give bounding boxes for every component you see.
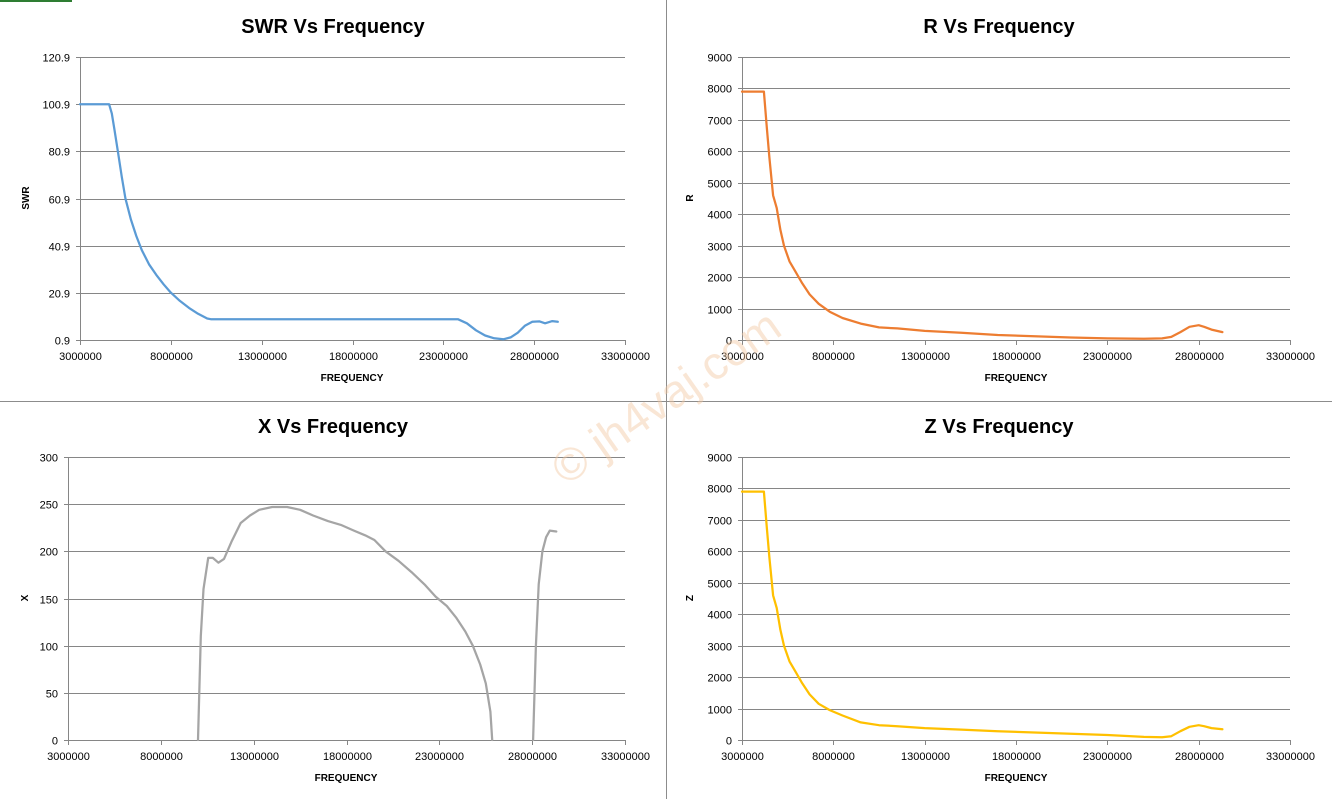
y-tick-label-x: 250: [40, 500, 58, 512]
y-tick-label-z: 9000: [708, 453, 732, 465]
corner-tab-marker: [0, 0, 72, 2]
y-tick-label-swr: 120.9: [42, 53, 70, 65]
y-tick-label-x: 100: [40, 642, 58, 654]
x-tick-label-x: 13000000: [230, 751, 279, 763]
x-tick-label-swr: 28000000: [510, 351, 559, 363]
y-tick-label-swr: 80.9: [49, 147, 70, 159]
y-tick-label-r: 7000: [708, 116, 732, 128]
y-tick-label-r: 8000: [708, 84, 732, 96]
x-axis-title-swr: FREQUENCY: [321, 373, 384, 384]
chart-z: 0 1000 2000 3000 4000 5000 6000 7000 8000 9000 300…: [685, 416, 1315, 784]
x-tick-label-x: 8000000: [140, 751, 183, 763]
y-tick-label-z: 0: [726, 736, 732, 748]
x-tick-label-r: 28000000: [1175, 351, 1224, 363]
y-tick-label-x: 300: [40, 453, 58, 465]
x-tick-label-z: 33000000: [1266, 751, 1315, 763]
x-tick-label-swr: 3000000: [59, 351, 102, 363]
y-tick-label-z: 5000: [708, 579, 732, 591]
x-tick-label-z: 28000000: [1175, 751, 1224, 763]
x-tick-label-r: 3000000: [721, 351, 764, 363]
y-tick-label-x: 150: [40, 595, 58, 607]
y-tick-label-r: 2000: [708, 273, 732, 285]
y-tick-label-r: 9000: [708, 53, 732, 65]
y-tick-label-swr: 0.9: [55, 336, 70, 348]
x-axis-title-x: FREQUENCY: [315, 773, 378, 784]
x-tick-label-swr: 33000000: [601, 351, 650, 363]
chart-title-z: Z Vs Frequency: [925, 416, 1075, 438]
y-tick-label-r: 1000: [708, 305, 732, 317]
y-tick-label-z: 1000: [708, 705, 732, 717]
chart-swr: 0.9 20.9 40.9 60.9 80.9 100.9 120.9 3000000 8000…: [21, 16, 650, 384]
x-tick-label-swr: 18000000: [329, 351, 378, 363]
x-tick-label-swr: 23000000: [419, 351, 468, 363]
x-tick-label-z: 18000000: [992, 751, 1041, 763]
x-tick-label-swr: 13000000: [238, 351, 287, 363]
x-tick-label-x: 28000000: [508, 751, 557, 763]
x-axis-title-r: FREQUENCY: [985, 373, 1048, 384]
x-tick-label-r: 8000000: [812, 351, 855, 363]
x-tick-label-z: 8000000: [812, 751, 855, 763]
chart-title-r: R Vs Frequency: [923, 16, 1075, 38]
x-tick-label-z: 13000000: [901, 751, 950, 763]
y-tick-label-swr: 40.9: [49, 242, 70, 254]
chart-title-swr: SWR Vs Frequency: [241, 16, 425, 38]
series-line-x-0: [196, 505, 494, 742]
x-tick-label-x: 18000000: [323, 751, 372, 763]
x-tick-label-x: 33000000: [601, 751, 650, 763]
y-axis-title-x: X: [20, 594, 31, 601]
x-tick-label-z: 23000000: [1083, 751, 1132, 763]
y-tick-label-x: 50: [46, 689, 58, 701]
y-tick-label-swr: 20.9: [49, 289, 70, 301]
x-tick-label-r: 33000000: [1266, 351, 1315, 363]
x-tick-label-x: 3000000: [47, 751, 90, 763]
y-tick-label-r: 6000: [708, 147, 732, 159]
x-tick-label-r: 13000000: [901, 351, 950, 363]
y-tick-label-z: 7000: [708, 516, 732, 528]
x-tick-label-swr: 8000000: [150, 351, 193, 363]
x-tick-label-x: 23000000: [415, 751, 464, 763]
x-tick-label-r: 23000000: [1083, 351, 1132, 363]
series-line-x-1: [531, 529, 558, 742]
y-tick-label-x: 200: [40, 547, 58, 559]
y-tick-label-z: 2000: [708, 673, 732, 685]
y-tick-label-r: 3000: [708, 242, 732, 254]
y-tick-label-z: 6000: [708, 547, 732, 559]
chart-r: 0 1000 2000 3000 4000 5000 6000 7000 8000 9000 300…: [685, 16, 1315, 384]
y-tick-label-x: 0: [52, 736, 58, 748]
series-line-z-0: [740, 490, 1224, 739]
y-tick-label-z: 3000: [708, 642, 732, 654]
x-tick-label-z: 3000000: [721, 751, 764, 763]
series-line-r-0: [740, 90, 1224, 340]
x-axis-title-z: FREQUENCY: [985, 773, 1048, 784]
y-tick-label-z: 8000: [708, 484, 732, 496]
y-tick-label-swr: 100.9: [42, 100, 70, 112]
y-tick-label-r: 0: [726, 336, 732, 348]
chart-x: 0 50 100 150 200 250 300 3000000 8000000 13000000…: [20, 416, 650, 784]
y-axis-title-swr: SWR: [21, 186, 32, 210]
y-tick-label-swr: 60.9: [49, 195, 70, 207]
y-axis-title-z: Z: [685, 595, 696, 601]
y-axis-title-r: R: [685, 194, 696, 202]
y-tick-label-r: 4000: [708, 210, 732, 222]
chart-title-x: X Vs Frequency: [258, 416, 409, 438]
series-line-swr-0: [78, 103, 559, 341]
y-tick-label-z: 4000: [708, 610, 732, 622]
y-tick-label-r: 5000: [708, 179, 732, 191]
x-tick-label-r: 18000000: [992, 351, 1041, 363]
